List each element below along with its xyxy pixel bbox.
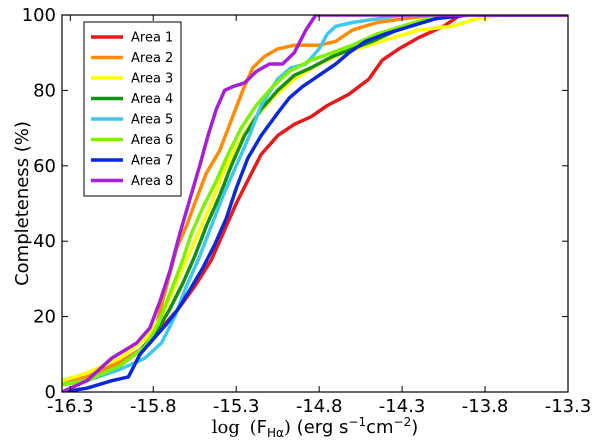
legend-label-area-2: Area 2 (131, 51, 173, 66)
x-label-log: log (212, 417, 240, 438)
x-tick-label: -16.3 (47, 396, 94, 417)
legend-label-area-5: Area 5 (131, 113, 173, 128)
y-tick-label: 20 (33, 307, 56, 328)
legend-label-area-6: Area 6 (131, 133, 173, 148)
y-axis-label: Completeness (%) (12, 121, 33, 286)
x-label-units-3: ) (411, 417, 418, 438)
x-label-units-1: (erg s (291, 417, 348, 438)
y-tick-label: 40 (33, 231, 56, 252)
x-label-flux: F (257, 417, 267, 438)
y-tick-label: 80 (33, 80, 56, 101)
legend-label-area-8: Area 8 (131, 174, 173, 189)
y-tick-label: 60 (33, 156, 56, 177)
x-tick-label: -15.8 (130, 396, 177, 417)
plot-frame (61, 14, 569, 393)
x-label-units-2: cm (366, 417, 393, 438)
legend-label-area-1: Area 1 (131, 31, 173, 46)
x-tick-label: -14.8 (296, 396, 343, 417)
series-line-area-8 (62, 15, 568, 392)
y-tick-label: 0 (45, 382, 56, 403)
x-tick-label: -15.3 (213, 396, 260, 417)
ticks-layer: -16.3 -15.8 -15.3 -14.8 -14.3 -13.8 -13.3 0 20 40… (22, 5, 592, 417)
x-axis-label: log (FHα) (erg s−1cm−2) (212, 415, 419, 440)
series-line-area-7 (62, 15, 568, 392)
series-line-area-5 (62, 15, 568, 387)
x-tick-label: -14.3 (379, 396, 426, 417)
y-tick-label: 100 (22, 5, 56, 26)
x-label-exp-2: −2 (394, 415, 412, 429)
x-tick-label: -13.8 (462, 396, 509, 417)
series-line-area-6 (62, 15, 568, 387)
legend-box (83, 21, 182, 197)
legend-label-area-3: Area 3 (131, 72, 173, 87)
legend: Area 1 Area 2 Area 3 Area 4 Area 5 Area 6 Area… (83, 21, 182, 197)
x-label-exp-1: −1 (348, 415, 366, 429)
series-layer (62, 15, 568, 392)
x-tick-label: -13.3 (545, 396, 592, 417)
x-label-subscript: Hα (267, 426, 284, 440)
legend-label-area-4: Area 4 (131, 92, 173, 107)
legend-label-area-7: Area 7 (131, 154, 173, 169)
